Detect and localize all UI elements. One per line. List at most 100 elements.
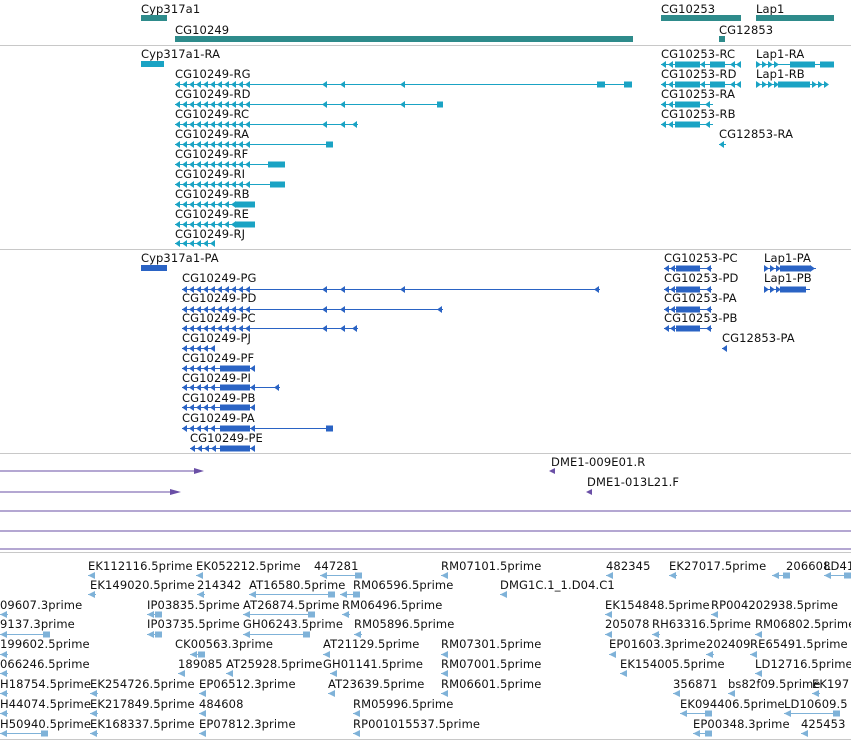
clone-feature[interactable] (0, 466, 851, 476)
est-feature[interactable] (0, 631, 851, 638)
protein-feature[interactable] (0, 364, 851, 373)
transcript-feature[interactable] (0, 100, 851, 109)
clone-feature[interactable] (0, 546, 851, 552)
est-feature[interactable] (0, 591, 851, 598)
est-feature[interactable] (0, 611, 851, 618)
est-feature[interactable] (0, 670, 851, 677)
est-feature[interactable] (0, 611, 851, 618)
est-feature[interactable] (0, 651, 851, 658)
est-feature[interactable] (0, 730, 851, 737)
protein-feature[interactable] (0, 305, 851, 314)
transcript-feature[interactable] (0, 60, 851, 69)
est-feature[interactable] (0, 710, 851, 717)
est-feature[interactable] (0, 690, 851, 697)
transcript-feature[interactable] (0, 160, 851, 169)
est-feature[interactable] (0, 572, 851, 579)
est-feature[interactable] (0, 572, 851, 579)
est-feature[interactable] (0, 690, 851, 697)
protein-feature[interactable] (0, 324, 851, 333)
transcript-feature[interactable] (0, 120, 851, 129)
est-feature[interactable] (0, 690, 851, 697)
protein-feature[interactable] (0, 403, 851, 412)
transcript-feature[interactable] (0, 239, 851, 248)
est-feature[interactable] (0, 631, 851, 638)
est-feature[interactable] (0, 572, 851, 579)
protein-feature[interactable] (0, 444, 851, 453)
transcript-feature[interactable] (0, 80, 851, 89)
est-feature[interactable] (0, 710, 851, 717)
protein-feature[interactable] (141, 265, 167, 271)
est-feature[interactable] (0, 591, 851, 598)
protein-feature[interactable] (0, 264, 851, 273)
transcript-feature[interactable] (0, 200, 851, 209)
transcript-feature[interactable] (0, 60, 851, 69)
protein-feature[interactable] (0, 344, 851, 353)
est-feature[interactable] (0, 730, 851, 737)
est-feature[interactable] (0, 651, 851, 658)
clone-feature[interactable] (0, 508, 851, 514)
protein-feature[interactable] (0, 305, 851, 314)
transcript-feature[interactable] (0, 120, 851, 129)
protein-feature[interactable] (0, 383, 851, 392)
est-feature[interactable] (0, 611, 851, 618)
transcript-feature[interactable] (0, 100, 851, 109)
est-feature[interactable] (0, 631, 851, 638)
gene-feature-cg12853[interactable] (719, 36, 725, 42)
clone-feature[interactable] (0, 487, 851, 497)
est-feature[interactable] (0, 591, 851, 598)
est-feature[interactable] (0, 631, 851, 638)
transcript-feature[interactable] (0, 80, 851, 89)
est-feature[interactable] (0, 710, 851, 717)
protein-feature[interactable] (0, 285, 851, 294)
est-feature[interactable] (0, 572, 851, 579)
est-feature[interactable] (0, 730, 851, 737)
est-feature[interactable] (0, 670, 851, 677)
transcript-feature[interactable] (141, 61, 164, 67)
transcript-feature[interactable] (0, 140, 851, 149)
est-feature[interactable] (0, 651, 851, 658)
est-feature[interactable] (0, 670, 851, 677)
est-feature[interactable] (0, 631, 851, 638)
protein-feature[interactable] (0, 324, 851, 333)
est-feature[interactable] (0, 591, 851, 598)
est-feature[interactable] (0, 651, 851, 658)
est-feature[interactable] (0, 651, 851, 658)
est-feature[interactable] (0, 690, 851, 697)
est-feature[interactable] (0, 710, 851, 717)
est-feature[interactable] (0, 611, 851, 618)
est-feature[interactable] (0, 611, 851, 618)
est-feature[interactable] (0, 651, 851, 658)
est-feature[interactable] (0, 631, 851, 638)
est-feature[interactable] (0, 572, 851, 579)
transcript-feature[interactable] (0, 220, 851, 229)
est-feature[interactable] (0, 572, 851, 579)
est-feature[interactable] (0, 690, 851, 697)
transcript-feature[interactable] (0, 180, 851, 189)
est-feature[interactable] (0, 710, 851, 717)
transcript-feature[interactable] (0, 80, 851, 89)
est-feature[interactable] (0, 730, 851, 737)
est-feature[interactable] (0, 710, 851, 717)
est-feature[interactable] (0, 670, 851, 677)
est-feature[interactable] (0, 670, 851, 677)
est-feature[interactable] (0, 690, 851, 697)
protein-feature[interactable] (0, 264, 851, 273)
est-feature[interactable] (0, 572, 851, 579)
gene-feature-cg10249[interactable] (175, 36, 633, 42)
protein-feature[interactable] (0, 285, 851, 294)
est-feature[interactable] (0, 572, 851, 579)
est-feature[interactable] (0, 611, 851, 618)
protein-feature[interactable] (0, 424, 851, 433)
est-feature[interactable] (0, 730, 851, 737)
est-feature[interactable] (0, 670, 851, 677)
transcript-feature[interactable] (0, 140, 851, 149)
protein-feature[interactable] (0, 285, 851, 294)
est-feature[interactable] (0, 690, 851, 697)
est-feature[interactable] (0, 690, 851, 697)
gene-feature-cg10253[interactable] (661, 15, 741, 21)
est-feature[interactable] (0, 730, 851, 737)
est-feature[interactable] (0, 651, 851, 658)
est-feature[interactable] (0, 670, 851, 677)
est-feature[interactable] (0, 631, 851, 638)
gene-feature-lap1[interactable] (756, 15, 834, 21)
